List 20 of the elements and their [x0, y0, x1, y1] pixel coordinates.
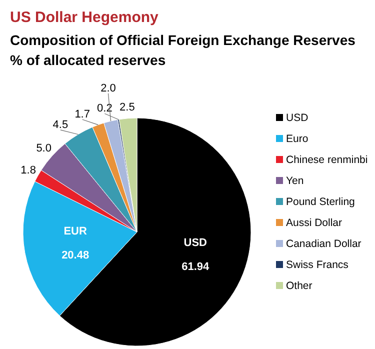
data-label: 0.2 — [97, 102, 112, 115]
data-label: 1.7 — [74, 108, 90, 120]
legend-label: Swiss Francs — [286, 258, 348, 271]
data-label: 2.5 — [120, 101, 135, 114]
chart-title: US Dollar Hegemony — [10, 9, 160, 26]
legend-label: Aussi Dollar — [286, 216, 343, 229]
legend-label: Canadian Dollar — [286, 238, 362, 250]
data-label: 1.8 — [20, 164, 36, 176]
data-label: 5.0 — [36, 142, 52, 155]
chart-subtitle: Composition of Official Foreign Exchange Reserves % of allocated reserves — [10, 32, 356, 68]
legend-label: USD — [286, 112, 309, 124]
data-label: USD 61.94 — [182, 236, 210, 273]
legend-label: Chinese renminbi — [286, 154, 368, 166]
data-label: 4.5 — [52, 118, 68, 131]
legend-label: Yen — [286, 174, 304, 187]
data-label: EUR 20.48 — [62, 225, 90, 262]
data-label: 2.0 — [100, 82, 116, 94]
legend-label: Euro — [286, 132, 308, 145]
legend-label: Pound Sterling — [286, 196, 356, 208]
legend-label: Other — [286, 280, 313, 292]
